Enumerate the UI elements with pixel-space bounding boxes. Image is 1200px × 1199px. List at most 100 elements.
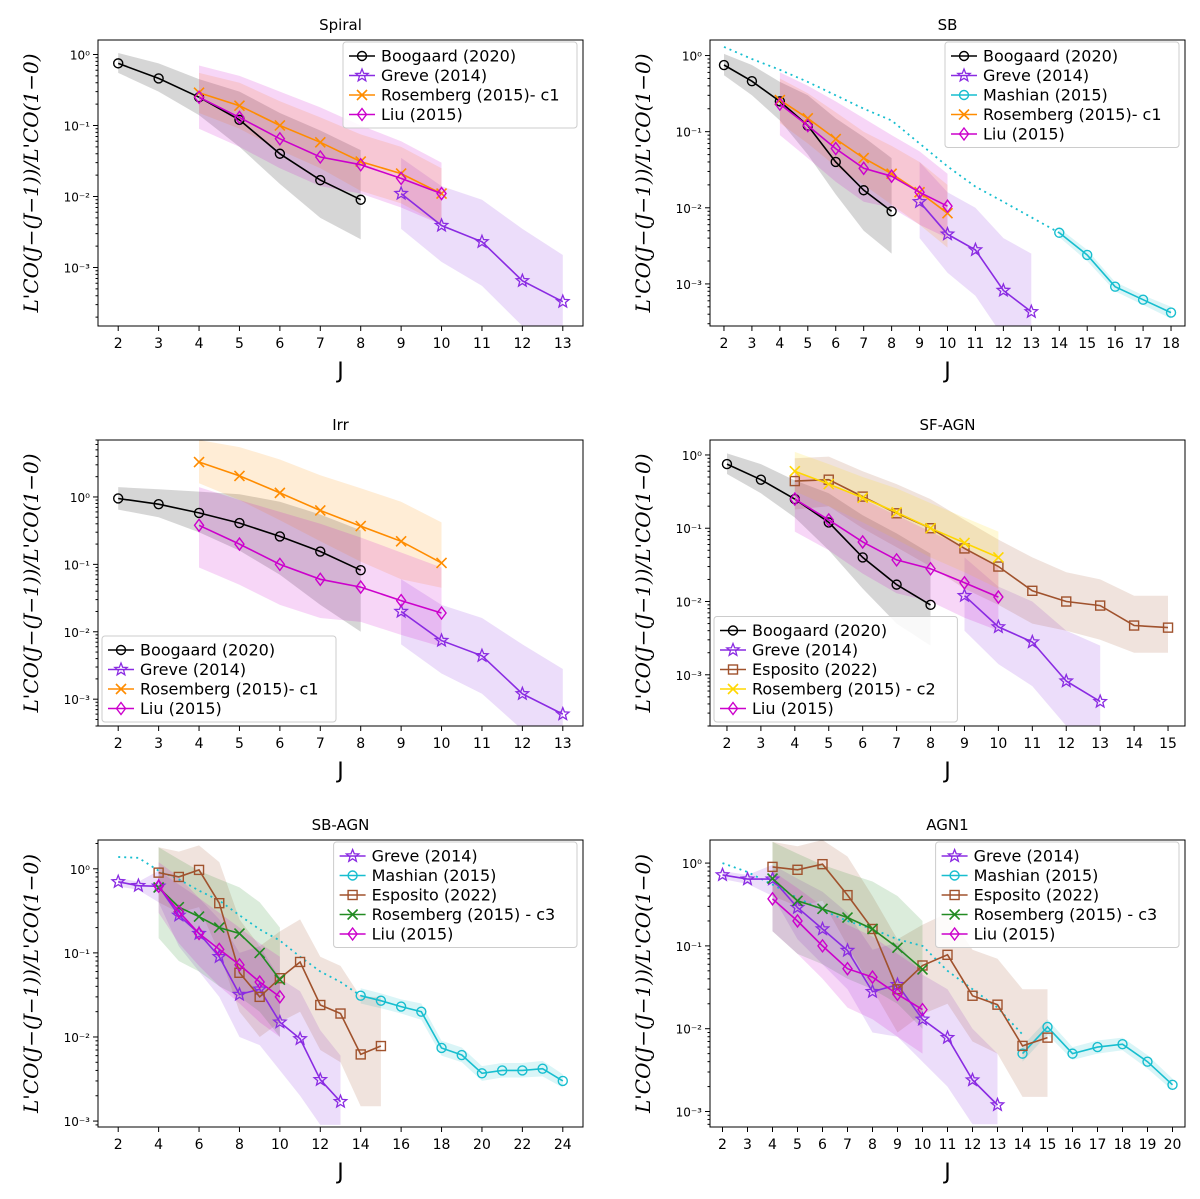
x-tick-label: 6 [275, 736, 284, 752]
esposito-2022-point [1017, 1040, 1028, 1052]
liu-2015-point [867, 969, 878, 985]
greve-2014-point [393, 603, 410, 619]
y-tick-label: 10⁻¹ [676, 522, 703, 536]
x-tick-label: 9 [915, 336, 924, 352]
x-tick-label: 5 [235, 336, 244, 352]
rosemberg-2015-c3-point [816, 903, 829, 915]
greve-2014-point [130, 877, 147, 893]
liu-2015-line [779, 103, 948, 207]
rosemberg-2015-c2-band [794, 451, 999, 589]
x-tick-label: 5 [803, 336, 812, 352]
liu-2015-point [802, 118, 814, 133]
x-tick-label: 6 [858, 736, 867, 752]
rosemberg-2015-c1-point [233, 100, 246, 112]
y-tick-label: 10⁻¹ [676, 126, 703, 140]
liu-2015-point [892, 987, 903, 1002]
liu-2015-point [193, 518, 205, 533]
x-tick-label: 8 [235, 1137, 244, 1153]
greve-2014-line [963, 595, 1101, 703]
esposito-2022-point [789, 475, 801, 487]
liu-2015-point [355, 157, 367, 172]
legend-label: Rosemberg (2015)- c1 [381, 86, 560, 105]
legend-label: Rosemberg (2015) - c3 [974, 905, 1158, 924]
legend-swatch-marker [956, 67, 972, 83]
esposito-2022-point [817, 858, 828, 870]
boogaard-2020-point [193, 507, 205, 519]
y-axis-label: L'CO(J−(J−1))/L'CO(1−0) [631, 854, 655, 1114]
y-axis-label: L'CO(J−(J−1))/L'CO(1−0) [631, 54, 655, 314]
x-tick-label: 15 [1039, 1137, 1057, 1153]
legend: Boogaard (2020)Greve (2014)Esposito (202… [713, 616, 958, 723]
legend-label: Esposito (2022) [372, 886, 498, 905]
legend-label: Greve (2014) [372, 847, 478, 866]
x-tick-label: 4 [768, 1137, 777, 1153]
y-tick-label: 10⁻¹ [676, 940, 703, 954]
esposito-2022-point [767, 861, 778, 873]
legend-swatch-marker [347, 870, 358, 881]
y-tick-label: 10⁻³ [64, 693, 91, 707]
esposito-2022-point [153, 867, 164, 878]
legend-swatch-marker [354, 67, 370, 83]
boogaard-2020-point [355, 564, 366, 576]
liu-2015-band [779, 72, 948, 239]
liu-2015-point [234, 536, 245, 552]
mashian-2015-point [476, 1068, 488, 1079]
x-tick-label: 17 [1089, 1137, 1107, 1153]
esposito-2022-point [842, 889, 853, 901]
y-tick-label: 10⁻¹ [64, 558, 91, 572]
esposito-2022-point [891, 508, 902, 519]
greve-2014-point [474, 233, 490, 249]
esposito-2022-point [993, 561, 1004, 572]
y-tick-label: 10⁻¹ [64, 119, 91, 133]
rosemberg-2015-c3-point [213, 922, 225, 934]
mashian-2015-band [360, 988, 563, 1088]
mashian-2015-point [456, 1049, 467, 1061]
y-tick-label: 10⁰ [70, 48, 90, 62]
x-tick-label: 17 [1134, 336, 1152, 352]
liu-2015-point [193, 90, 205, 105]
mashian-2015-point [1117, 1038, 1128, 1050]
x-tick-label: 19 [1139, 1137, 1157, 1153]
esposito-2022-band [772, 840, 1048, 1097]
legend-label: Liu (2015) [140, 699, 222, 718]
rosemberg-2015-c2-point [857, 492, 869, 504]
liu-2015-point [254, 974, 266, 990]
mashian-2015-point [1142, 1056, 1153, 1067]
boogaard-2020-line [117, 62, 362, 201]
rosemberg-2015-c3-point [891, 942, 904, 954]
legend: Boogaard (2020)Greve (2014)Rosemberg (20… [101, 635, 337, 723]
x-tick-label: 10 [914, 1137, 932, 1153]
axes-frame [709, 439, 1186, 727]
esposito-2022-point [967, 990, 978, 1001]
liu-2015-point [234, 957, 245, 973]
greve-2014-point [211, 948, 228, 964]
legend-swatch-marker [356, 107, 368, 122]
x-tick-label: 4 [195, 736, 204, 752]
boogaard-2020-band [118, 487, 361, 632]
y-tick-label: 10⁰ [682, 449, 702, 463]
liu-2015-point [436, 186, 447, 201]
liu-2015-point [234, 110, 245, 125]
y-tick-label: 10⁰ [682, 857, 702, 871]
rosemberg-2015-c3-point [193, 911, 205, 923]
legend-swatch-marker [949, 926, 960, 942]
x-tick-label: 13 [989, 1137, 1007, 1153]
legend-box [944, 41, 1180, 148]
x-axis-label: J [942, 759, 951, 784]
liu-2015-point [173, 904, 185, 919]
legend-label: Boogaard (2020) [140, 641, 275, 660]
mashian-2015-point [436, 1042, 447, 1054]
x-tick-label: 22 [513, 1137, 531, 1153]
y-tick-label: 10⁻² [64, 190, 91, 204]
x-tick-label: 4 [154, 1137, 163, 1153]
mashian-2015-point [1165, 307, 1177, 318]
boogaard-2020-point [746, 76, 758, 87]
legend-swatch-marker [725, 641, 741, 657]
x-tick-label: 4 [790, 736, 799, 752]
x-tick-label: 3 [743, 1137, 752, 1153]
x-tick-label: 2 [114, 736, 123, 752]
boogaard-2020-point [718, 59, 730, 71]
greve-2014-point [939, 1029, 956, 1045]
esposito-2022-point [335, 1008, 346, 1019]
